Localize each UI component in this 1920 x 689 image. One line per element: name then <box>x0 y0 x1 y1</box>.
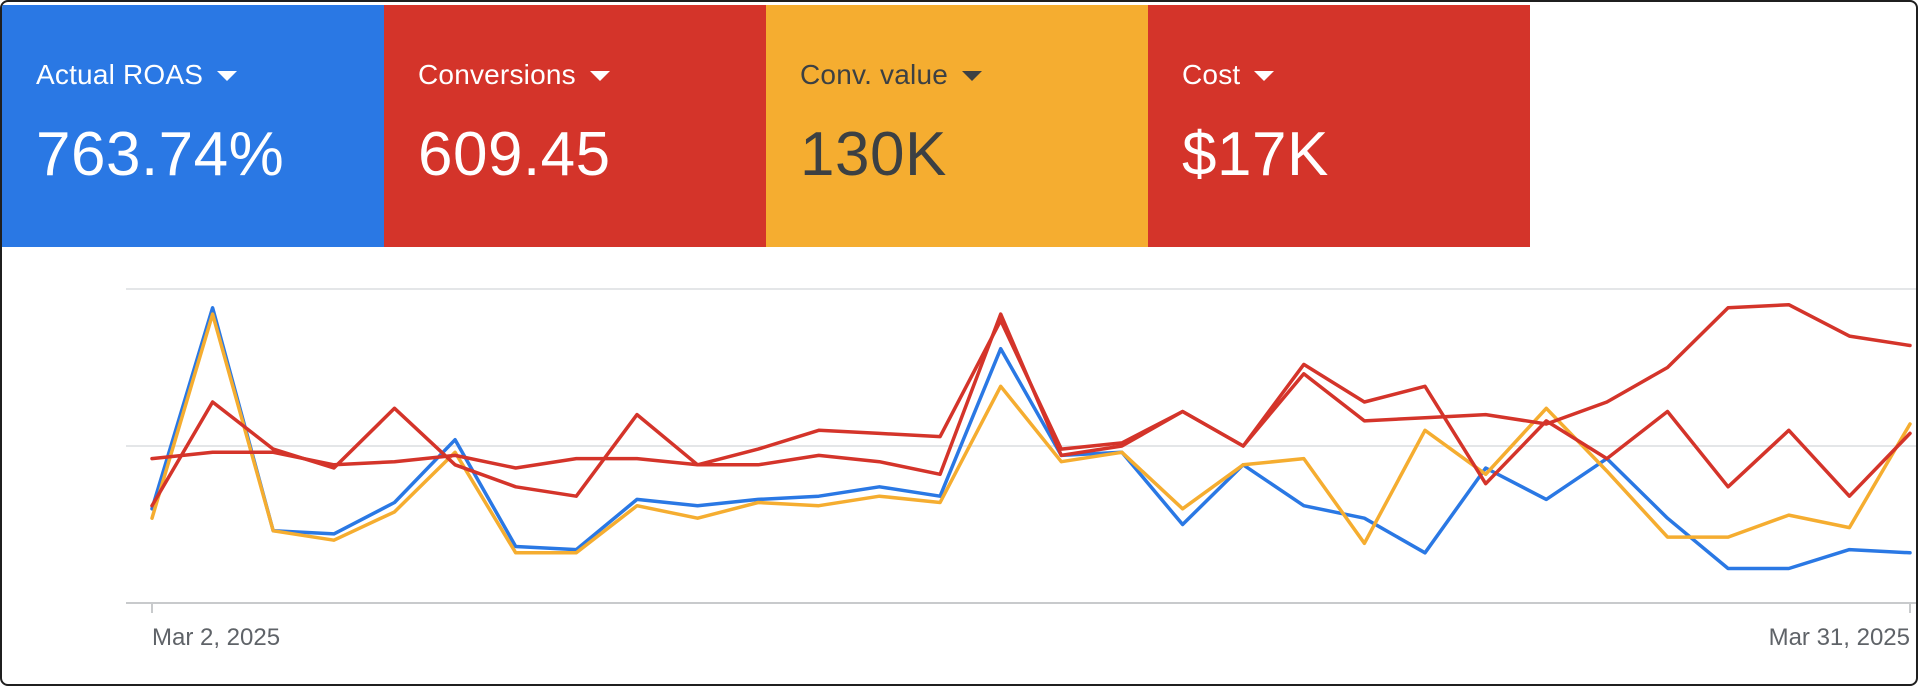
metric-card-label: Cost <box>1182 59 1241 90</box>
metric-cards: Actual ROAS 763.74% Conversions 609.45 C… <box>2 5 1530 247</box>
series-line-1 <box>150 306 1912 571</box>
series-line-4 <box>150 302 1912 470</box>
metric-card-value: 130K <box>800 120 947 189</box>
metric-card-actual-roas[interactable]: Actual ROAS 763.74% <box>2 5 384 247</box>
metric-card-conv-value[interactable]: Conv. value 130K <box>766 5 1148 247</box>
dropdown-caret-icon[interactable] <box>217 71 238 81</box>
metric-card-conversions[interactable]: Conversions 609.45 <box>384 5 766 247</box>
metric-card-label: Conversions <box>418 59 576 90</box>
dropdown-caret-icon[interactable] <box>589 71 610 81</box>
metric-card-cost[interactable]: Cost $17K <box>1148 5 1530 247</box>
x-axis-start-label: Mar 2, 2025 <box>152 624 280 651</box>
x-axis-end-label: Mar 31, 2025 <box>1769 624 1910 651</box>
metric-card-value: 609.45 <box>418 120 611 189</box>
metric-card-value: $17K <box>1182 120 1329 189</box>
dropdown-caret-icon[interactable] <box>1254 71 1275 81</box>
metric-card-label: Conv. value <box>800 59 948 90</box>
dropdown-caret-icon[interactable] <box>961 71 982 81</box>
series-line-2 <box>150 312 1912 555</box>
chart-gridlines <box>126 288 1916 613</box>
metric-card-label: Actual ROAS <box>36 59 204 90</box>
metric-card-value: 763.74% <box>36 120 285 189</box>
chart-series <box>150 302 1912 571</box>
series-line-3 <box>150 312 1912 508</box>
